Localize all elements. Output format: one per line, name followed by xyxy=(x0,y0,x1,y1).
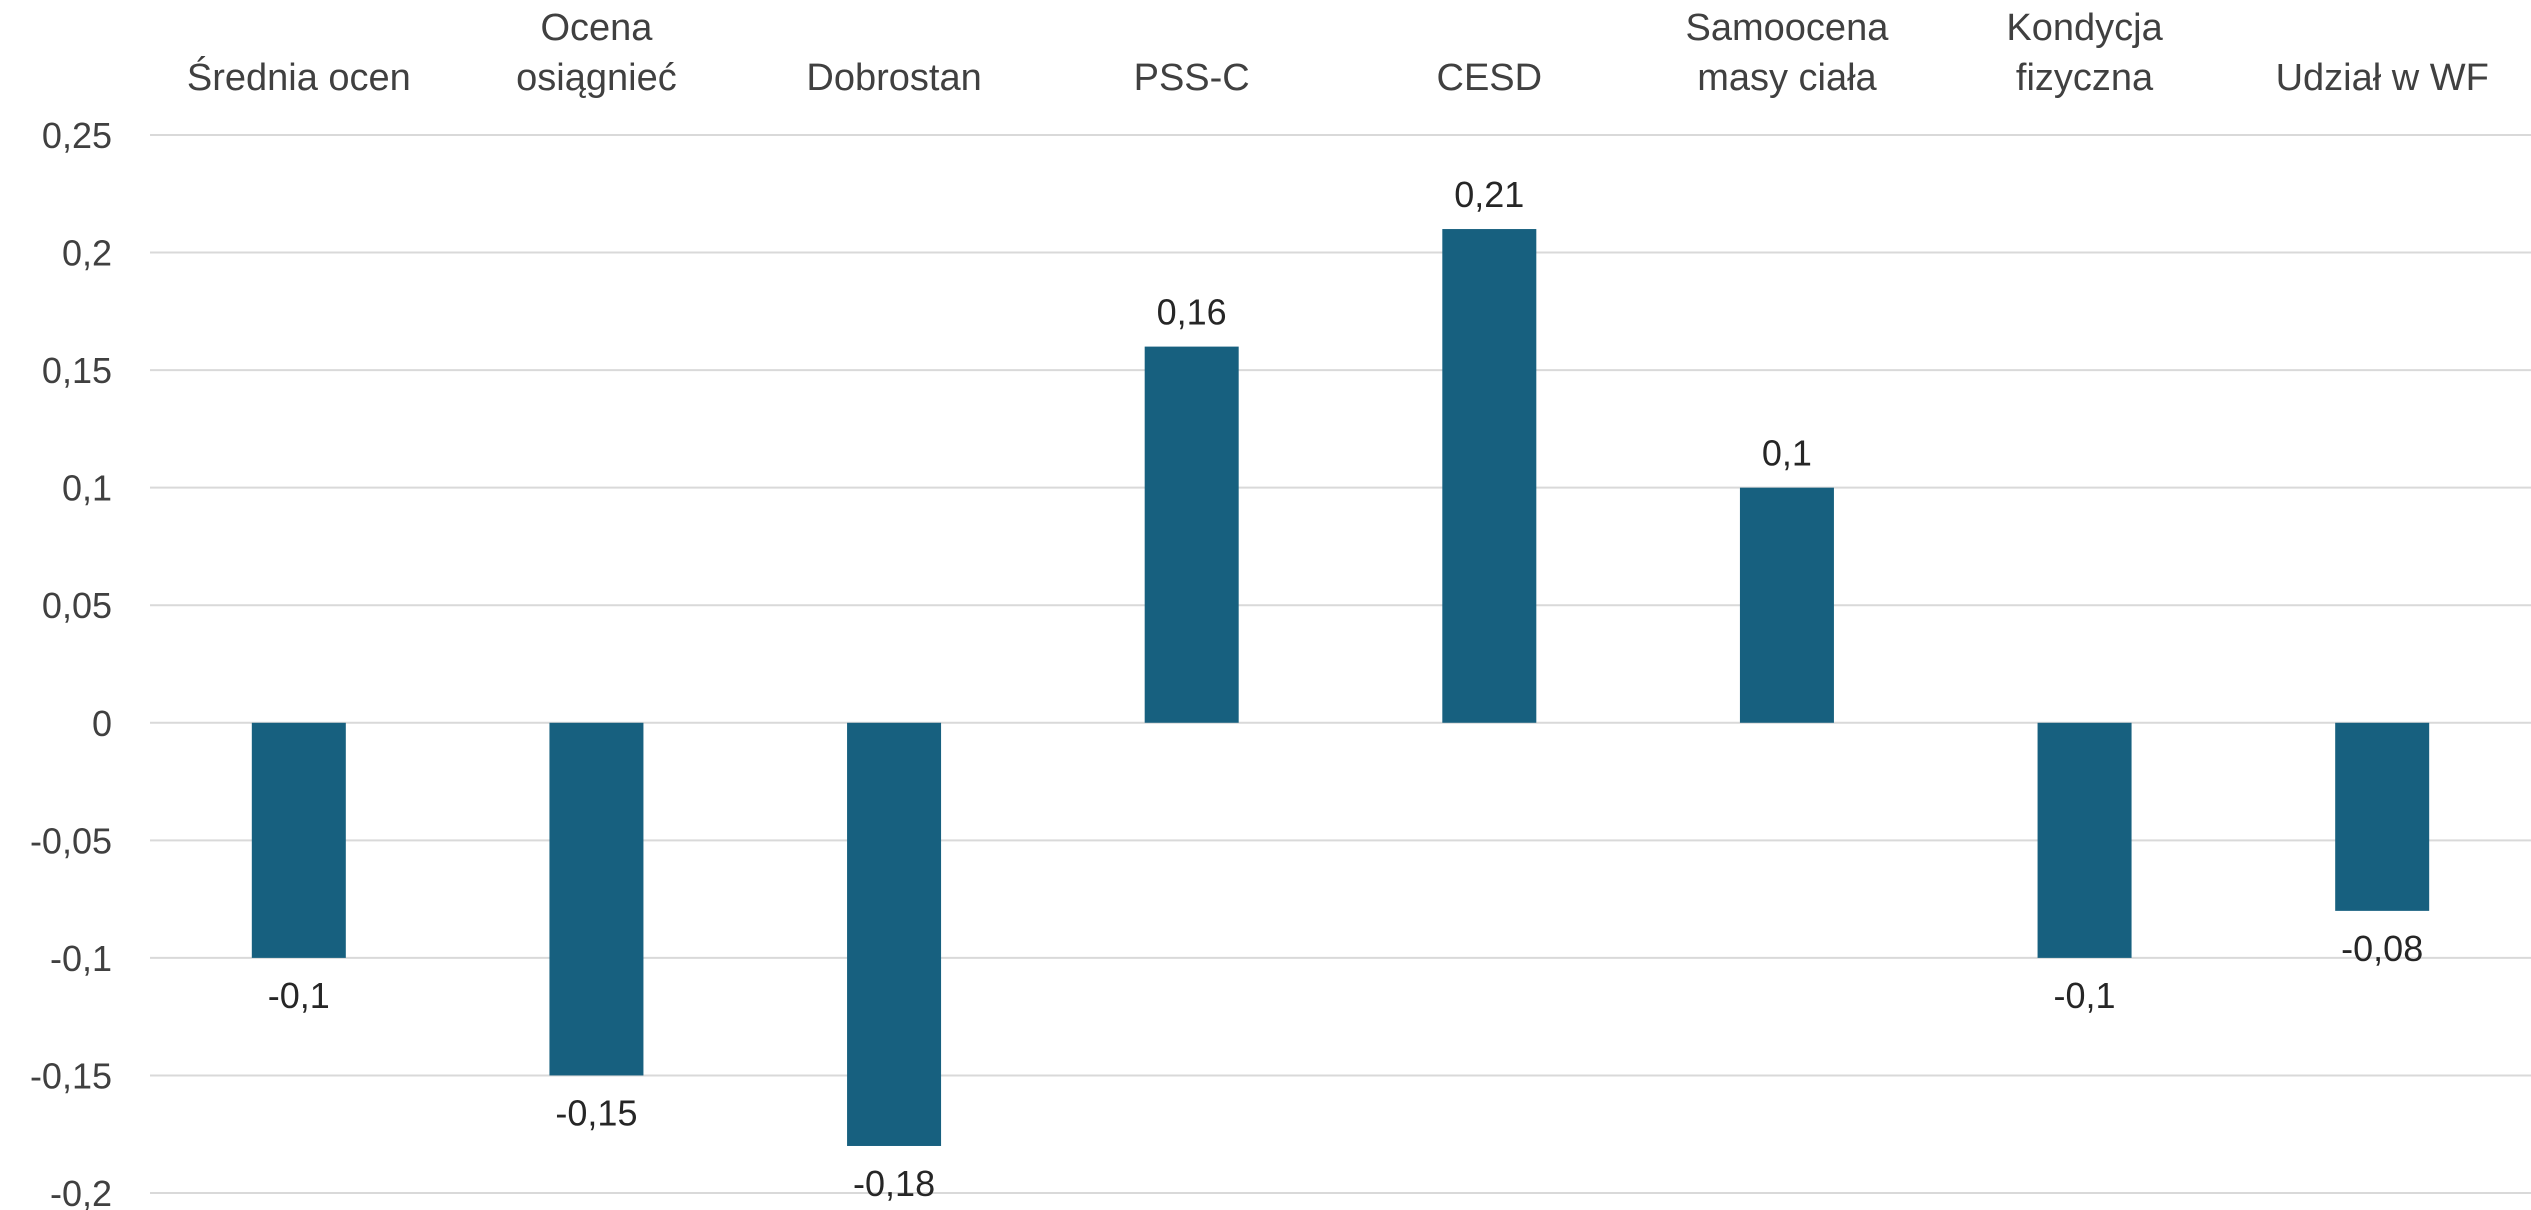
bar xyxy=(1144,346,1239,723)
bar xyxy=(251,722,346,958)
y-tick-label: 0,05 xyxy=(42,585,112,626)
data-label: -0,18 xyxy=(853,1163,935,1204)
y-tick-label: 0,15 xyxy=(42,350,112,391)
category-label: Dobrostan xyxy=(806,57,981,99)
y-tick-label: -0,1 xyxy=(50,938,112,979)
data-labels: -0,1 -0,15 -0,18 0,16 0,21 0,1 -0,1 -0,08 xyxy=(268,174,2423,1204)
category-label: CESD xyxy=(1437,57,1543,99)
bar xyxy=(2037,722,2132,958)
bar xyxy=(549,722,644,1076)
data-label: -0,08 xyxy=(2341,928,2423,969)
bar xyxy=(847,722,942,1146)
data-label: 0,21 xyxy=(1454,174,1524,215)
y-tick-label: 0,2 xyxy=(62,233,112,274)
y-tick-label: -0,15 xyxy=(30,1055,112,1096)
data-label: 0,1 xyxy=(1762,433,1812,474)
category-label: Samoocena xyxy=(1686,7,1890,49)
category-label: fizyczna xyxy=(2016,57,2154,99)
data-label: 0,16 xyxy=(1157,292,1227,333)
category-label: masy ciała xyxy=(1697,57,1877,99)
y-tick-label: 0,25 xyxy=(42,115,112,156)
data-label: -0,15 xyxy=(555,1092,637,1133)
y-tick-label: 0,1 xyxy=(62,468,112,509)
category-label: Udział w WF xyxy=(2276,57,2489,99)
category-label: Kondycja xyxy=(2006,7,2163,49)
category-label: PSS-C xyxy=(1134,57,1250,99)
category-label: osiągnieć xyxy=(516,57,677,99)
y-tick-label: -0,05 xyxy=(30,820,112,861)
bar xyxy=(1442,229,1537,723)
gridlines xyxy=(150,134,2531,1194)
category-label: Ocena xyxy=(540,7,653,49)
data-label: -0,1 xyxy=(2054,975,2116,1016)
bars xyxy=(251,229,2430,1146)
category-label: Średnia ocen xyxy=(187,54,411,99)
data-label: -0,1 xyxy=(268,975,330,1016)
bar xyxy=(2335,722,2430,911)
category-labels: Średnia ocen Ocena osiągnieć Dobrostan PSS-C… xyxy=(187,7,2489,99)
y-tick-label: -0,2 xyxy=(50,1173,112,1210)
y-tick-label: 0 xyxy=(92,703,112,744)
bar xyxy=(1739,487,1834,723)
y-axis-tick-labels: 0,25 0,2 0,15 0,1 0,05 0 -0,05 -0,1 -0,15 -0,2 xyxy=(30,115,112,1210)
